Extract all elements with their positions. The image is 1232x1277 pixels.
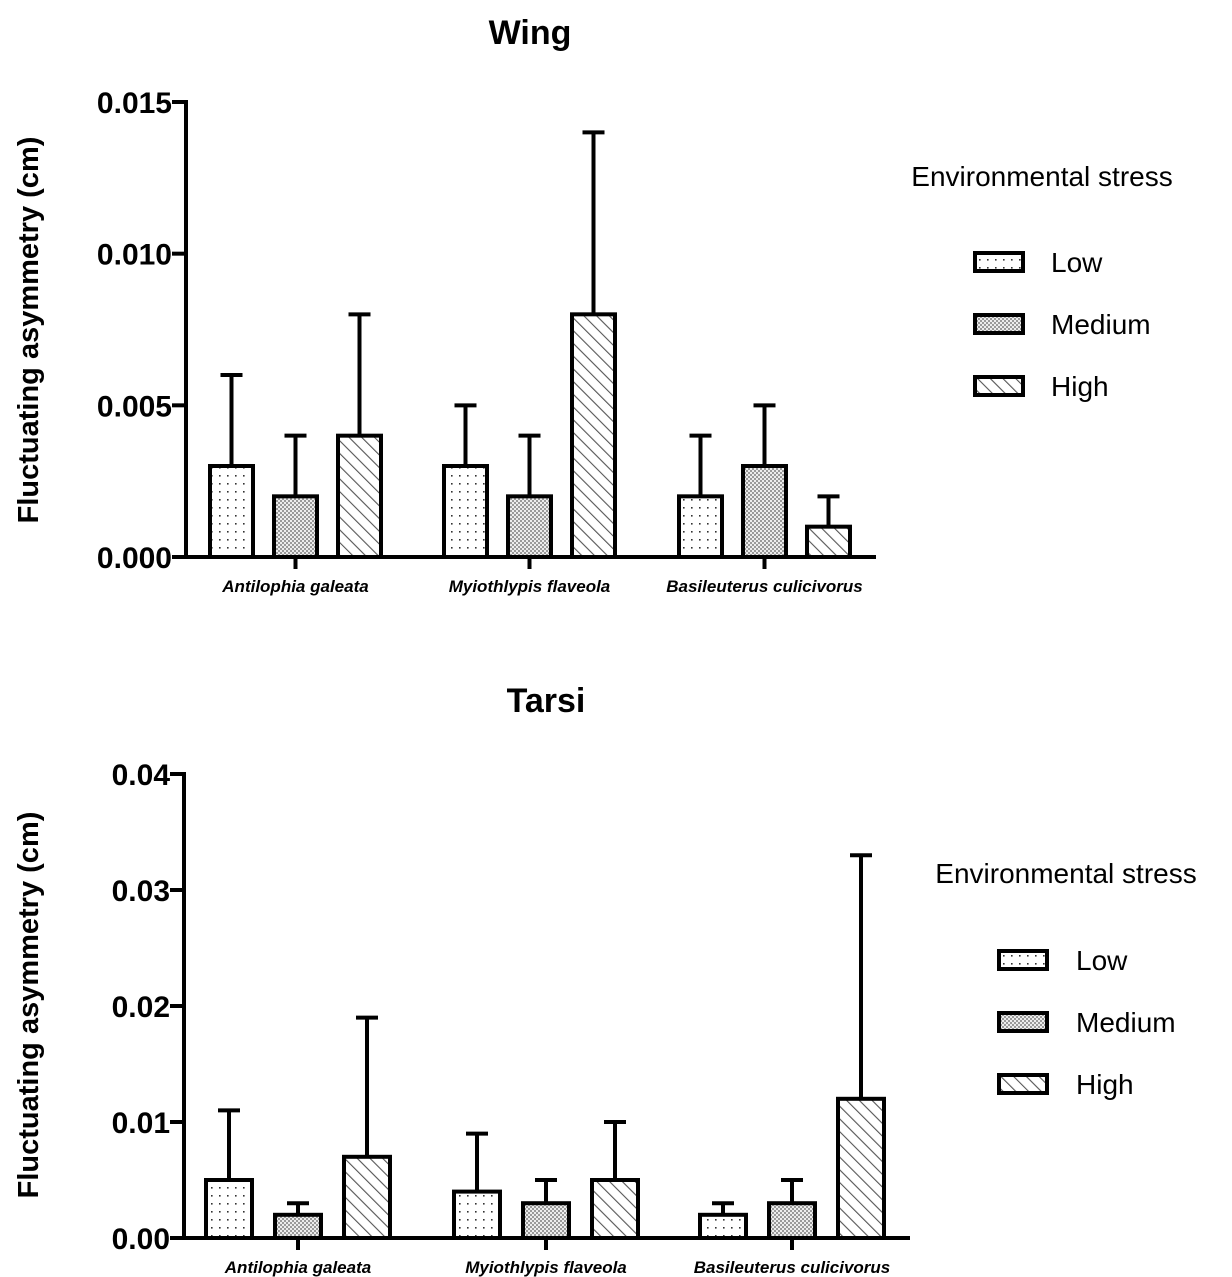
x-tick-label: Myiothlypis flaveola xyxy=(449,577,611,596)
tarsi-bars xyxy=(204,853,886,1241)
legend-label-high: High xyxy=(1076,1069,1134,1100)
y-tick-label: 0.015 xyxy=(97,87,172,120)
x-tick-label: Basileuterus culicivorus xyxy=(666,577,863,596)
bar-high xyxy=(836,1096,886,1241)
x-tick-label: Myiothlypis flaveola xyxy=(465,1258,627,1277)
bar-low xyxy=(452,1189,502,1240)
legend-label-high: High xyxy=(1051,371,1109,402)
tarsi-legend-title: Environmental stress xyxy=(935,858,1196,889)
bar-low xyxy=(442,464,489,559)
bar-high xyxy=(342,1154,392,1241)
legend-label-low: Low xyxy=(1051,247,1103,278)
y-tick-label: 0.000 xyxy=(97,542,172,575)
legend-label-low: Low xyxy=(1076,945,1128,976)
y-tick-label: 0.00 xyxy=(112,1223,170,1256)
wing-panel: Wing Fluctuating asymmetry (cm) 0.0000.0… xyxy=(13,14,1173,596)
legend-swatch-high xyxy=(997,1073,1049,1095)
bar-low xyxy=(208,464,255,559)
wing-y-ticks: 0.000 0.005 0.010 0.015 xyxy=(97,87,186,575)
y-tick-label: 0.04 xyxy=(112,759,171,792)
wing-chart-title: Wing xyxy=(489,14,572,52)
tarsi-y-ticks: 0.00 0.01 0.02 0.03 0.04 xyxy=(112,759,184,1256)
x-tick-label: Antilophia galeata xyxy=(224,1258,371,1277)
y-tick-label: 0.03 xyxy=(112,875,170,908)
y-tick-label: 0.01 xyxy=(112,1107,170,1140)
legend-swatch-medium xyxy=(997,1011,1049,1033)
legend-label-medium: Medium xyxy=(1051,309,1151,340)
y-tick-label: 0.005 xyxy=(97,390,172,423)
x-tick-label: Basileuterus culicivorus xyxy=(694,1258,891,1277)
bar-high xyxy=(805,524,852,560)
legend-swatch-high xyxy=(973,375,1025,397)
y-tick-label: 0.010 xyxy=(97,239,172,272)
bar-low xyxy=(204,1178,254,1240)
bar-medium xyxy=(272,494,319,560)
bar-low xyxy=(698,1212,748,1241)
tarsi-panel: Tarsi Fluctuating asymmetry (cm) 0.000.0… xyxy=(13,682,1197,1277)
wing-bars xyxy=(208,130,852,560)
bar-high xyxy=(570,312,617,560)
bar-medium xyxy=(767,1201,817,1240)
wing-y-axis-label: Fluctuating asymmetry (cm) xyxy=(13,137,45,524)
bar-medium xyxy=(741,464,788,559)
wing-x-ticks: Antilophia galeata Myiothlypis flaveola Ba… xyxy=(221,557,863,596)
y-tick-label: 0.02 xyxy=(112,991,170,1024)
tarsi-x-ticks: Antilophia galeata Myiothlypis flaveola Ba… xyxy=(224,1238,890,1277)
wing-legend-title: Environmental stress xyxy=(911,161,1172,192)
x-tick-label: Antilophia galeata xyxy=(221,577,368,596)
bar-low xyxy=(677,494,724,560)
legend-swatch-low xyxy=(973,251,1025,273)
legend-swatch-medium xyxy=(973,313,1025,335)
wing-legend: Low Medium High xyxy=(973,247,1151,402)
bar-medium xyxy=(273,1212,323,1241)
tarsi-legend: Low Medium High xyxy=(997,945,1176,1100)
tarsi-chart-title: Tarsi xyxy=(507,682,586,720)
legend-swatch-low xyxy=(997,949,1049,971)
bar-high xyxy=(590,1178,640,1240)
bar-medium xyxy=(521,1201,571,1240)
tarsi-y-axis-label: Fluctuating asymmetry (cm) xyxy=(13,812,45,1199)
bar-high xyxy=(336,433,383,559)
bar-medium xyxy=(506,494,553,560)
legend-label-medium: Medium xyxy=(1076,1007,1176,1038)
